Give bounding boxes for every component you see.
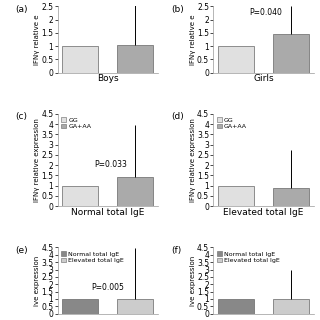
Text: P=0.033: P=0.033 [94,160,127,169]
Bar [117,178,153,206]
X-axis label: Normal total IgE: Normal total IgE [71,208,145,217]
Legend: Normal total IgE, Elevated total IgE: Normal total IgE, Elevated total IgE [216,251,280,264]
Bar [218,46,254,73]
Y-axis label: ive expression: ive expression [34,255,40,306]
Legend: GG, GA+AA: GG, GA+AA [216,117,247,130]
X-axis label: Girls: Girls [253,74,274,83]
Bar [62,186,98,206]
Bar [62,46,98,73]
Y-axis label: IFNγ relative e: IFNγ relative e [34,14,40,65]
Text: (b): (b) [171,5,184,14]
Text: (e): (e) [15,246,28,255]
Text: (f): (f) [171,246,181,255]
Bar [117,299,153,314]
Bar [273,299,309,314]
Bar [273,34,309,73]
Text: P=0.005: P=0.005 [91,283,124,292]
Text: P=0.040: P=0.040 [250,8,283,17]
Bar [218,299,254,314]
Y-axis label: IFNγ relative e: IFNγ relative e [189,14,196,65]
Bar [273,188,309,206]
Legend: GG, GA+AA: GG, GA+AA [61,117,92,130]
X-axis label: Boys: Boys [97,74,119,83]
Bar [218,186,254,206]
X-axis label: Elevated total IgE: Elevated total IgE [223,208,304,217]
Bar [62,299,98,314]
Y-axis label: IFNγ relative expression: IFNγ relative expression [189,118,196,202]
Legend: Normal total IgE, Elevated total IgE: Normal total IgE, Elevated total IgE [61,251,124,264]
Text: (a): (a) [15,5,28,14]
Text: (d): (d) [171,112,184,121]
Y-axis label: ive expression: ive expression [189,255,196,306]
Text: (c): (c) [15,112,28,121]
Y-axis label: IFNγ relative expression: IFNγ relative expression [34,118,40,202]
Bar [117,45,153,73]
